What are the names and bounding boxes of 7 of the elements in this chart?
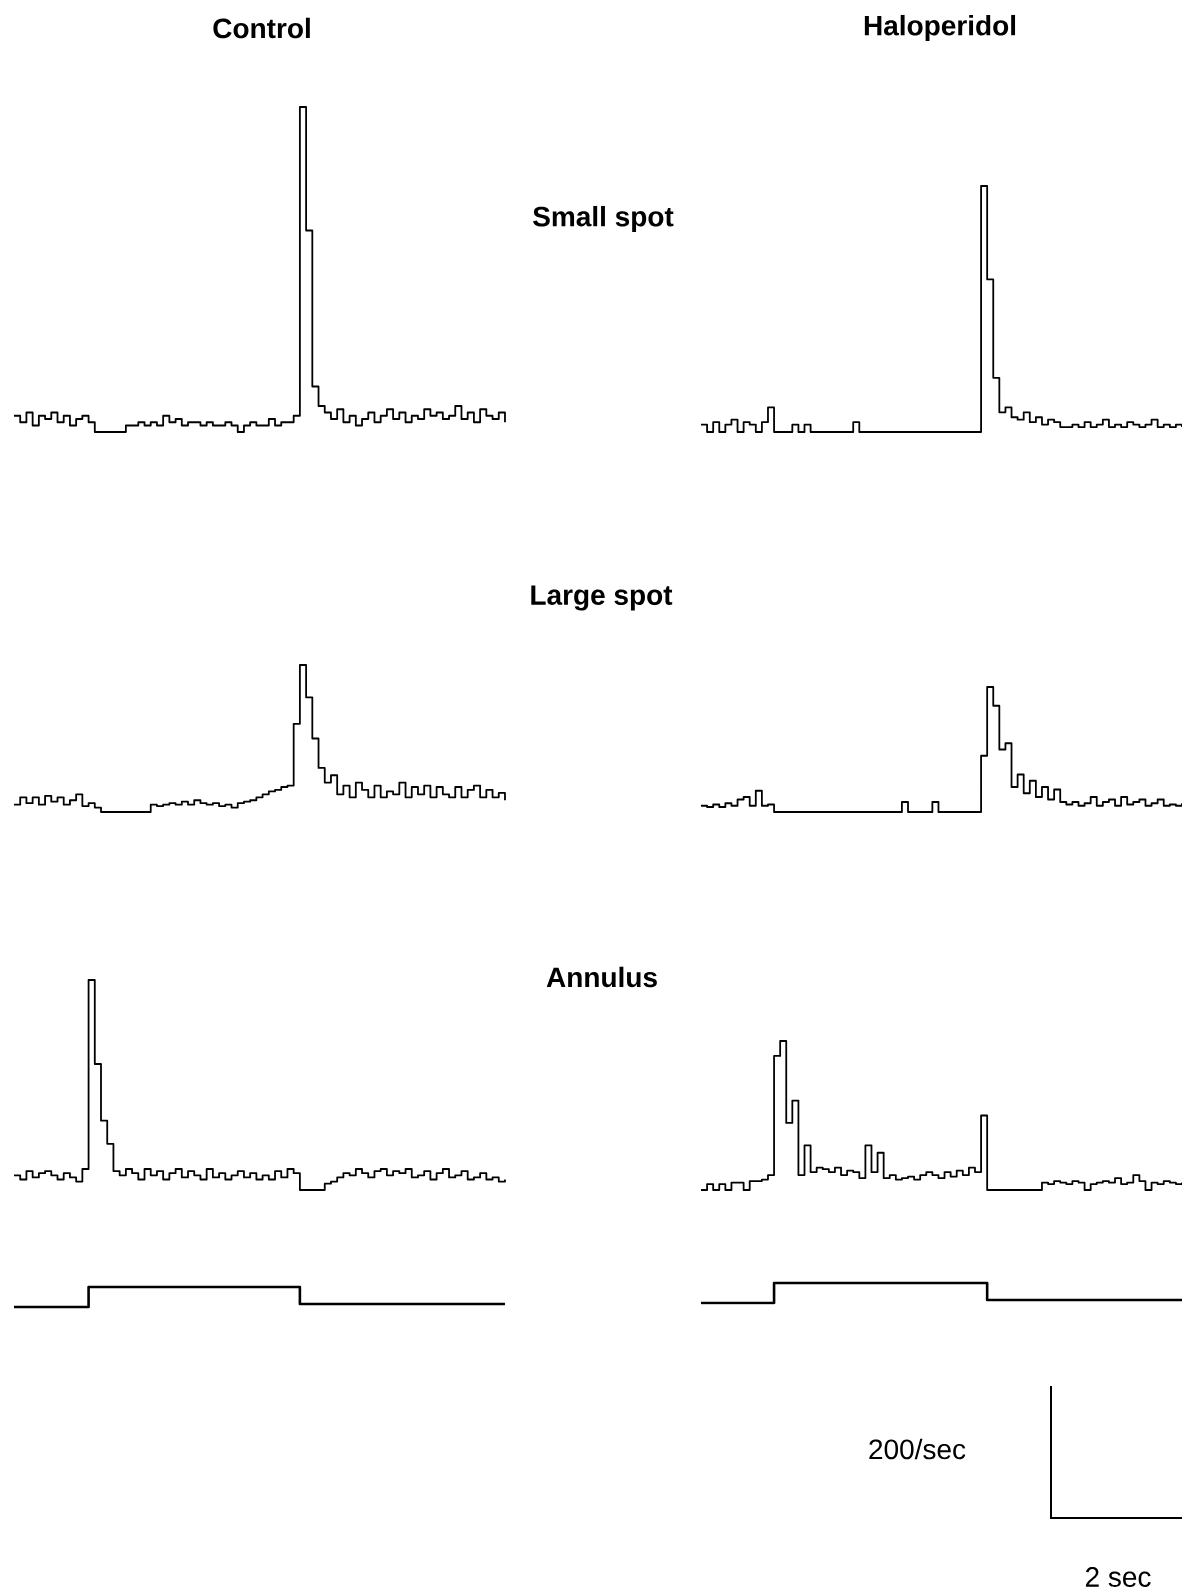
text: 200/sec <box>869 1438 966 1460</box>
text: Annulus <box>546 966 657 988</box>
text: Small spot <box>533 205 674 233</box>
text: 2 sec <box>1085 1567 1151 1587</box>
text: Large spot <box>531 585 673 611</box>
chart-title: Control <box>213 17 310 39</box>
chart-title: Haloperidol <box>864 14 1016 42</box>
